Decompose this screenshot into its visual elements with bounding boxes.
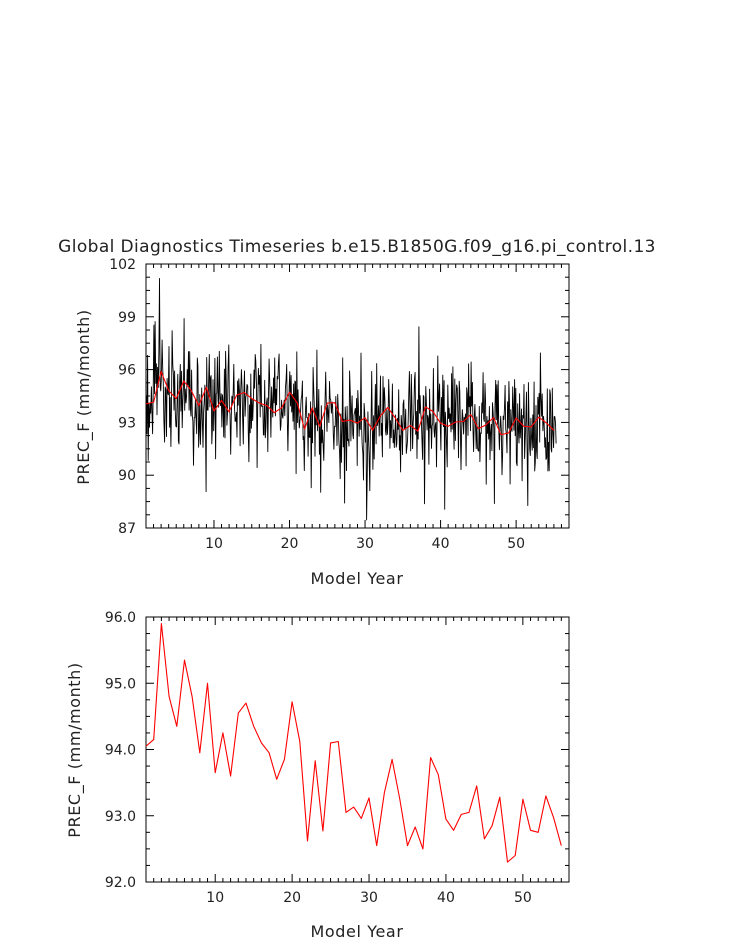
y-tick-label: 93 [118,415,136,431]
x-tick-label: 30 [360,890,378,906]
top-x-axis-label: Model Year [311,569,404,588]
x-tick-label: 10 [206,890,224,906]
x-tick-label: 10 [205,536,223,552]
top-y-axis-label: PREC_F (mm/month) [74,309,94,485]
y-tick-label: 99 [118,310,136,326]
x-tick-label: 50 [507,536,525,552]
x-tick-label: 40 [432,536,450,552]
monthly-series-line [145,277,557,521]
annual-mean-series-line [145,370,555,436]
x-tick-label: 50 [514,890,532,906]
y-tick-label: 96.0 [105,610,136,626]
y-tick-label: 96 [118,363,136,379]
bottom-x-axis-label: Model Year [311,922,404,941]
x-tick-label: 20 [281,536,299,552]
y-tick-label: 94.0 [105,743,136,759]
x-tick-label: 20 [283,890,301,906]
annual-mean-series-line [145,623,562,863]
top-panel: 10 20 30 40 50 87 90 93 96 99 102 [109,257,570,552]
x-tick-label: 40 [437,890,455,906]
y-tick-label: 90 [118,468,136,484]
y-tick-label: 92.0 [105,875,136,891]
y-tick-label: 102 [109,257,136,273]
x-tick-label: 30 [356,536,374,552]
chart-title: Global Diagnostics Timeseries b.e15.B185… [58,237,656,257]
y-tick-label: 95.0 [105,676,136,692]
y-tick-label: 93.0 [105,809,136,825]
y-tick-label: 87 [118,521,136,537]
bottom-panel: 10 20 30 40 50 92.0 93.0 94.0 95.0 96.0 [105,610,570,906]
bottom-y-axis-label: PREC_F (mm/month) [65,662,85,838]
